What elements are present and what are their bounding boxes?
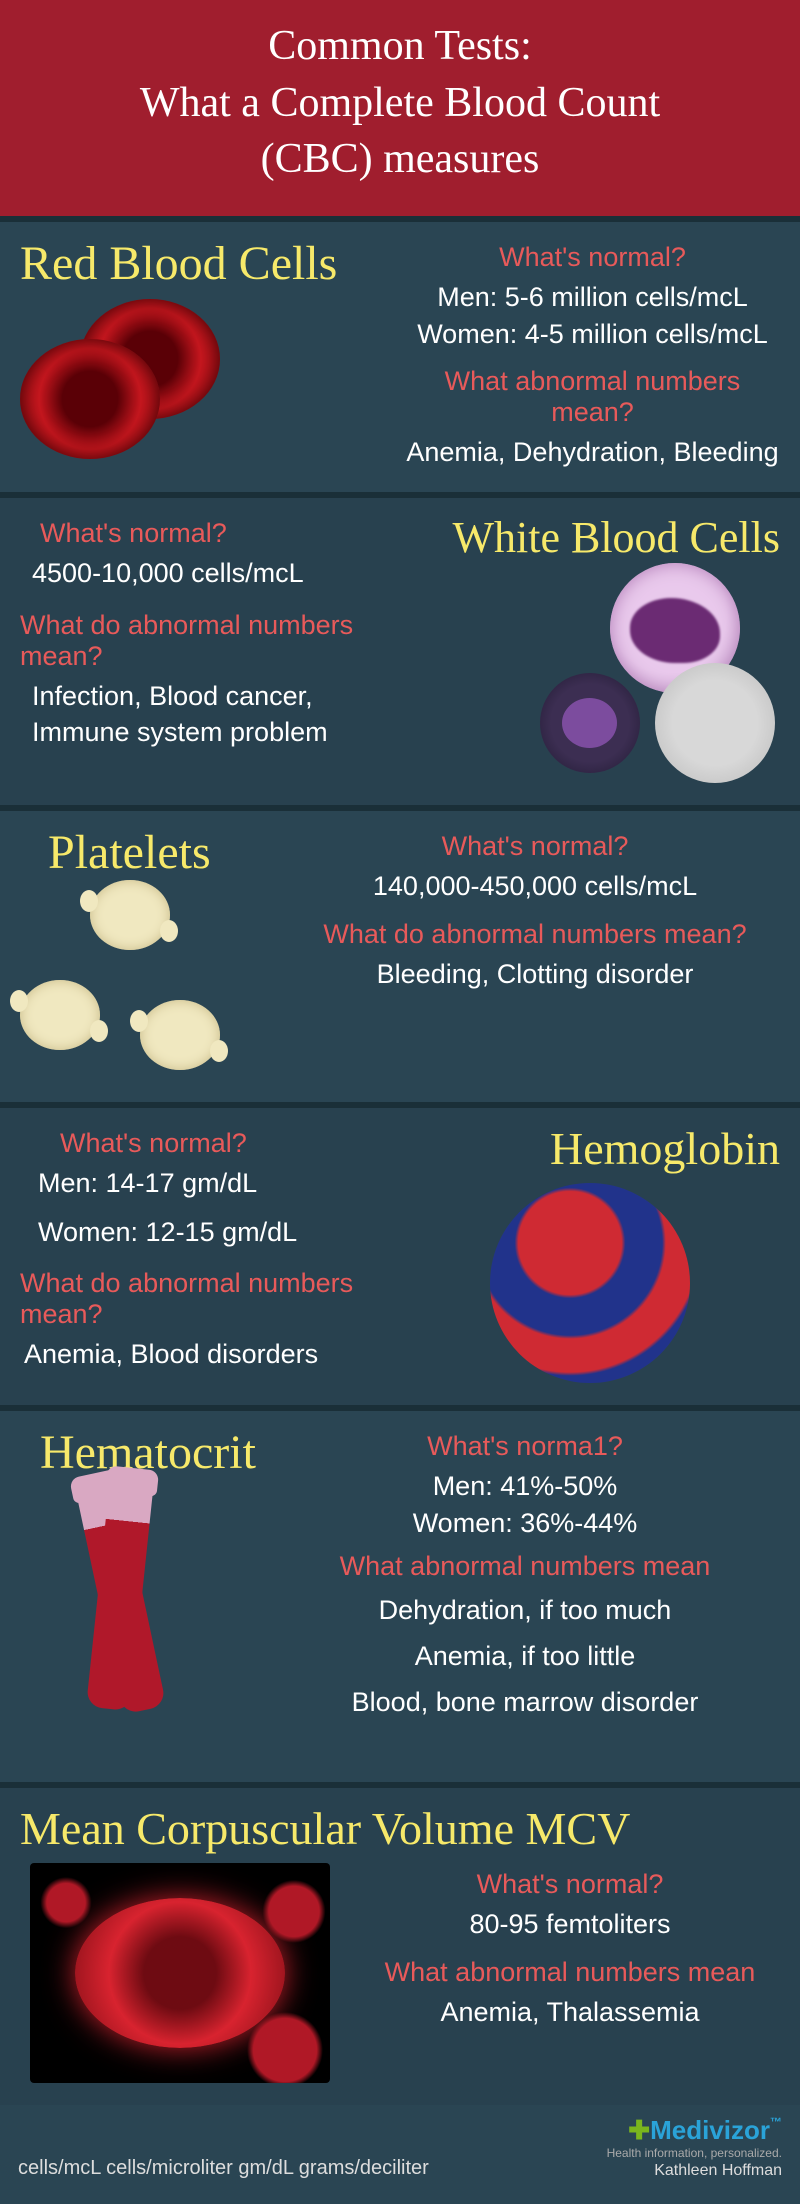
header-line1: Common Tests: xyxy=(20,18,780,75)
section-title: Mean Corpuscular Volume MCV xyxy=(20,1802,780,1855)
unit-legend: cells/mcL cells/microliter gm/dL grams/d… xyxy=(18,2157,429,2180)
question-normal: What's normal? xyxy=(360,1869,780,1900)
section-title: Hemoglobin xyxy=(400,1122,780,1175)
hemoglobin-icon xyxy=(490,1183,690,1383)
white-blood-cells-icon xyxy=(540,563,780,783)
question-normal: What's norma1? xyxy=(270,1431,780,1462)
question-abnormal: What abnormal numbers mean xyxy=(270,1551,780,1582)
test-tubes-icon xyxy=(20,1480,200,1760)
section-platelets: Platelets What's normal? 140,000-450,000… xyxy=(0,805,800,1102)
header-line2: What a Complete Blood Count xyxy=(20,75,780,132)
section-hematocrit: Hematocrit What's norma1? Men: 41%-50% W… xyxy=(0,1405,800,1782)
answer-abnormal: Anemia, Thalassemia xyxy=(360,1994,780,2030)
answer-abnormal: Infection, Blood cancer, Immune system p… xyxy=(32,678,400,751)
answer-normal-2: Women: 4-5 million cells/mcL xyxy=(405,316,780,352)
brand-tagline: Health information, personalized. xyxy=(607,2146,782,2160)
brand: ✚Medivizor™ Health information, personal… xyxy=(607,2115,782,2180)
red-blood-cells-icon xyxy=(20,299,240,459)
answer-abnormal: Dehydration, if too much Anemia, if too … xyxy=(270,1588,780,1726)
question-abnormal: What do abnormal numbers mean? xyxy=(290,919,780,950)
answer-normal-2: Women: 12-15 gm/dL xyxy=(38,1214,400,1250)
answer-normal-1: 140,000-450,000 cells/mcL xyxy=(290,868,780,904)
question-normal: What's normal? xyxy=(290,831,780,862)
section-mcv: Mean Corpuscular Volume MCV What's norma… xyxy=(0,1782,800,2105)
section-title: Platelets xyxy=(48,825,211,880)
section-rbc: Red Blood Cells What's normal? Men: 5-6 … xyxy=(0,216,800,492)
mcv-cell-icon xyxy=(30,1863,330,2083)
answer-normal-1: Men: 41%-50% xyxy=(270,1468,780,1504)
question-normal: What's normal? xyxy=(40,518,400,549)
answer-normal-1: Men: 14-17 gm/dL xyxy=(38,1165,400,1201)
question-abnormal: What abnormal numbers mean xyxy=(360,1957,780,1988)
footer: cells/mcL cells/microliter gm/dL grams/d… xyxy=(0,2105,800,2204)
question-abnormal: What do abnormal numbers mean? xyxy=(20,1268,400,1330)
author: Kathleen Hoffman xyxy=(607,2162,782,2180)
answer-normal-1: 80-95 femtoliters xyxy=(360,1906,780,1942)
platelets-icon xyxy=(20,880,240,1080)
question-normal: What's normal? xyxy=(405,242,780,273)
section-title: Red Blood Cells xyxy=(20,236,395,291)
answer-normal-2: Women: 36%-44% xyxy=(270,1505,780,1541)
answer-abnormal: Bleeding, Clotting disorder xyxy=(290,956,780,992)
question-abnormal: What abnormal numbers mean? xyxy=(405,366,780,428)
header-line3: (CBC) measures xyxy=(20,131,780,188)
question-abnormal: What do abnormal numbers mean? xyxy=(20,610,400,672)
question-normal: What's normal? xyxy=(60,1128,400,1159)
section-title: White Blood Cells xyxy=(400,512,780,563)
section-hemoglobin: What's normal? Men: 14-17 gm/dL Women: 1… xyxy=(0,1102,800,1405)
answer-normal-1: Men: 5-6 million cells/mcL xyxy=(405,279,780,315)
answer-abnormal: Anemia, Blood disorders xyxy=(24,1336,400,1372)
brand-name: Medivizor xyxy=(650,2115,770,2145)
answer-abnormal: Anemia, Dehydration, Bleeding xyxy=(405,434,780,470)
brand-logo: ✚Medivizor™ xyxy=(607,2115,782,2146)
answer-normal-1: 4500-10,000 cells/mcL xyxy=(32,555,400,591)
header: Common Tests: What a Complete Blood Coun… xyxy=(0,0,800,216)
section-wbc: What's normal? 4500-10,000 cells/mcL Wha… xyxy=(0,492,800,805)
